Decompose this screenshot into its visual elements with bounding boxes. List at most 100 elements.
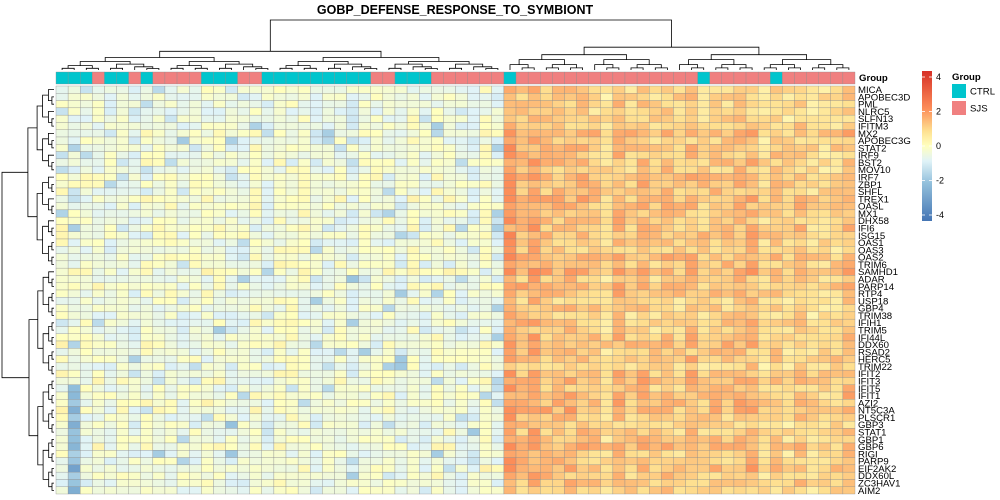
heatmap-cell: [491, 318, 505, 327]
heatmap-cell: [770, 377, 783, 385]
heatmap-cell: [552, 173, 565, 181]
heatmap-cell: [249, 122, 262, 130]
heatmap-cell: [576, 180, 589, 189]
heatmap-cell: [842, 85, 856, 94]
heatmap-cell: [576, 318, 589, 327]
heatmap-cell: [322, 442, 335, 451]
heatmap-cell: [116, 348, 129, 356]
heatmap-cell: [201, 158, 214, 167]
heatmap-cell: [588, 311, 601, 320]
heatmap-cell: [540, 479, 553, 487]
heatmap-cell: [757, 435, 771, 444]
dendrogram-branch: [636, 64, 662, 68]
dendrogram-branch: [51, 380, 54, 389]
heatmap-cell: [552, 428, 565, 436]
heatmap-cell: [624, 267, 638, 276]
heatmap-cell: [455, 195, 468, 203]
heatmap-cell: [503, 107, 517, 116]
heatmap-cell: [346, 180, 359, 189]
gene-label: AZI2: [858, 398, 878, 409]
heatmap-cell: [164, 246, 178, 254]
heatmap-cell: [515, 180, 529, 189]
heatmap-cell: [213, 93, 226, 101]
group-annotation-cell: [673, 71, 686, 85]
heatmap-cell: [431, 275, 444, 283]
heatmap-cell: [757, 107, 771, 116]
heatmap-cell: [491, 129, 505, 138]
heatmap-cell: [818, 297, 831, 305]
heatmap-cell: [225, 173, 238, 181]
heatmap-cell: [552, 85, 565, 94]
heatmap-cell: [140, 391, 154, 400]
heatmap-cell: [794, 450, 807, 458]
heatmap-cell: [419, 216, 432, 225]
heatmap-cell: [116, 144, 129, 152]
heatmap-cell: [406, 377, 420, 385]
color-scale-tick-label: 2: [936, 107, 941, 117]
heatmap-cell: [733, 435, 747, 444]
heatmap-cell: [661, 355, 674, 364]
heatmap-cell: [334, 107, 347, 116]
heatmap-cell: [818, 158, 831, 167]
heatmap-cell: [806, 333, 819, 342]
group-legend-swatch: [952, 84, 966, 98]
heatmap-cell: [503, 267, 517, 276]
heatmap-cell: [721, 413, 735, 422]
heatmap-cell: [757, 362, 771, 371]
heatmap-cell: [636, 129, 650, 138]
heatmap-cell: [285, 333, 299, 342]
heatmap-cell: [297, 253, 311, 262]
heatmap-cell: [164, 216, 178, 225]
heatmap-cell: [406, 100, 420, 109]
dendrogram-branch: [679, 64, 698, 70]
heatmap-cell: [213, 391, 226, 400]
heatmap-cell: [624, 479, 638, 487]
heatmap-cell: [322, 144, 335, 152]
heatmap-cell: [80, 267, 93, 276]
heatmap-cell: [745, 107, 759, 116]
heatmap-cell: [92, 136, 105, 145]
heatmap-cell: [285, 93, 299, 101]
heatmap-cell: [467, 107, 480, 116]
heatmap-cell: [794, 399, 807, 407]
heatmap-cell: [576, 282, 589, 291]
heatmap-cell: [249, 326, 262, 334]
heatmap-cell: [80, 231, 93, 240]
heatmap-cell: [237, 340, 250, 349]
heatmap-cell: [733, 406, 747, 415]
heatmap-cell: [164, 231, 178, 240]
heatmap-cell: [540, 151, 553, 160]
heatmap-cell: [818, 318, 831, 327]
heatmap-cell: [649, 457, 662, 466]
heatmap-cell: [225, 362, 238, 371]
heatmap-cell: [116, 260, 129, 269]
heatmap-cell: [201, 399, 214, 407]
heatmap-cell: [152, 224, 166, 232]
heatmap-cell: [649, 129, 662, 138]
heatmap-cell: [67, 246, 81, 254]
heatmap-cell: [358, 428, 371, 436]
heatmap-cell: [382, 289, 396, 298]
group-annotation-cell: [394, 71, 408, 85]
heatmap-cell: [576, 471, 589, 480]
heatmap-cell: [104, 289, 117, 298]
heatmap-cell: [346, 355, 359, 364]
heatmap-cell: [733, 180, 747, 189]
heatmap-cell: [431, 246, 444, 254]
heatmap-cell: [770, 369, 783, 378]
heatmap-cell: [745, 216, 759, 225]
heatmap-cell: [382, 195, 396, 203]
heatmap-cell: [431, 369, 444, 378]
heatmap-cell: [80, 224, 93, 232]
heatmap-cell: [297, 442, 311, 451]
heatmap-cell: [673, 391, 686, 400]
heatmap-cell: [830, 384, 844, 393]
gene-label: OAS1: [858, 238, 884, 249]
heatmap-cell: [334, 362, 347, 371]
heatmap-cell: [67, 216, 81, 225]
heatmap-cell: [394, 275, 408, 283]
heatmap-cell: [830, 362, 844, 371]
heatmap-cell: [733, 362, 747, 371]
gene-labels: MICAAPOBEC3DPMLNLRC5SLFN13IFITM3MX2APOBE…: [858, 85, 911, 497]
dendrogram-branch: [836, 67, 850, 70]
